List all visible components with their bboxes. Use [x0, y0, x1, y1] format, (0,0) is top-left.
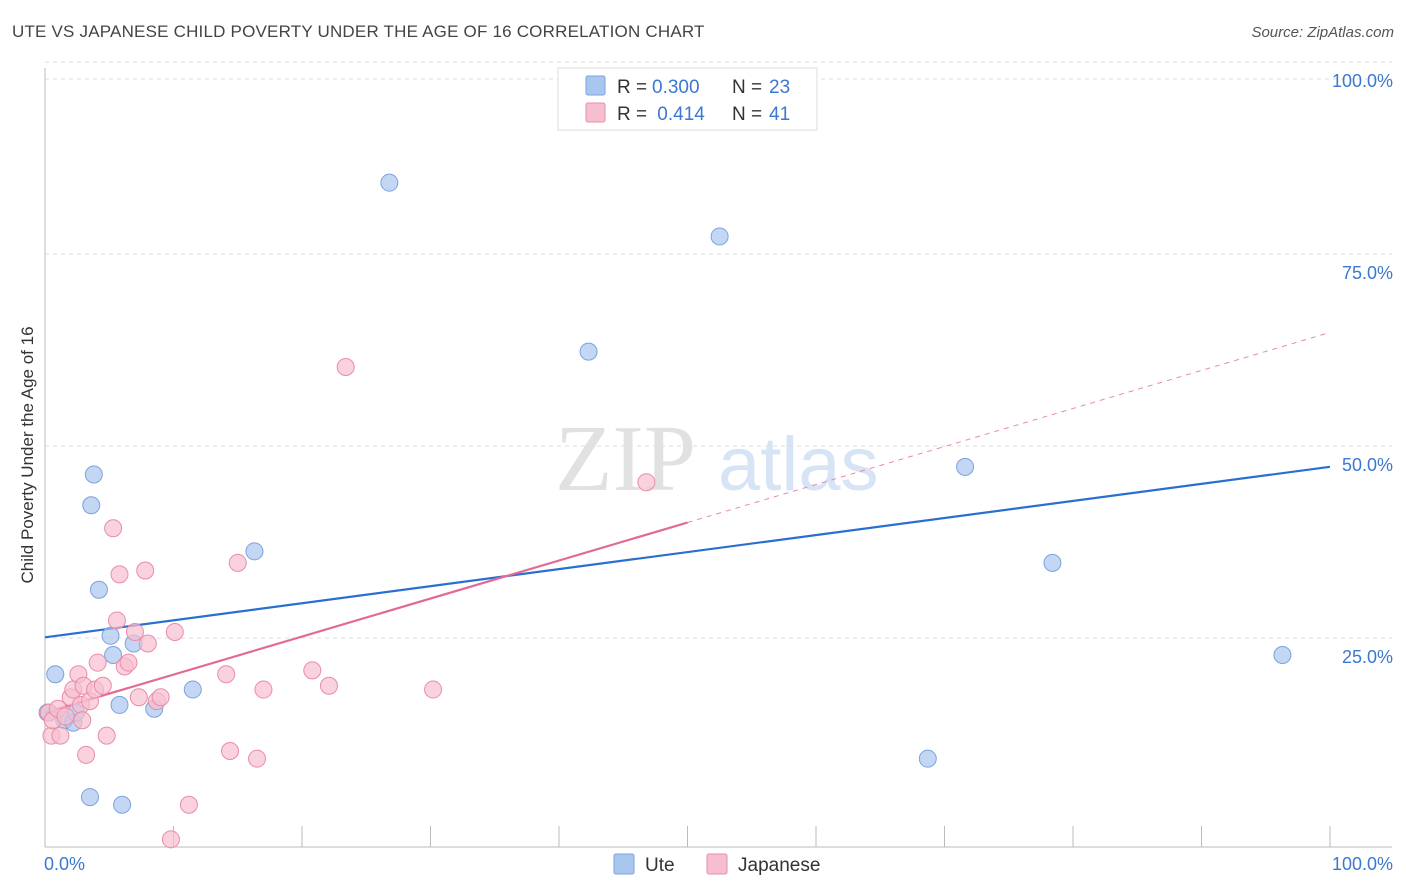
ute-point-9: [101, 626, 120, 645]
japanese-point-18: [104, 519, 123, 538]
legend-swatch-ute: [613, 853, 635, 875]
japanese-point-40: [424, 680, 443, 699]
japanese-stats-swatch: [585, 102, 606, 123]
ute-n-value: 23: [769, 77, 790, 98]
japanese-point-17: [97, 726, 116, 745]
ute-stats-swatch: [585, 75, 606, 96]
japanese-r-label: R =: [617, 104, 647, 125]
y-tick-label-100: 100.0%: [1332, 71, 1393, 91]
ute-point-23: [1273, 646, 1292, 664]
japanese-point-24: [129, 688, 148, 707]
ute-point-19: [710, 227, 729, 246]
japanese-point-35: [248, 749, 267, 768]
japanese-point-16: [93, 676, 112, 695]
japanese-point-22: [119, 653, 138, 672]
japanese-point-12: [77, 745, 96, 764]
japanese-point-32: [217, 665, 236, 684]
japanese-point-29: [161, 830, 180, 849]
ute-point-16: [245, 542, 264, 561]
ute-r-value: 0.300: [652, 77, 700, 98]
y-axis-label: Child Poverty Under the Age of 16: [18, 326, 37, 583]
japanese-point-36: [254, 680, 273, 699]
japanese-point-26: [138, 634, 157, 653]
japanese-point-33: [221, 742, 240, 760]
japanese-point-37: [303, 661, 322, 680]
series-legend: Ute Japanese: [613, 853, 820, 876]
legend-label-ute: Ute: [645, 855, 675, 876]
japanese-point-31: [179, 795, 198, 814]
japanese-point-25: [136, 561, 155, 580]
ute-point-17: [380, 173, 399, 192]
ute-point-10: [104, 646, 123, 664]
ute-point-11: [110, 695, 129, 714]
japanese-point-19: [107, 611, 126, 630]
data-points: [38, 173, 1292, 849]
chart-title: UTE VS JAPANESE CHILD POVERTY UNDER THE …: [12, 22, 705, 41]
japanese-point-34: [228, 553, 247, 572]
trend-lines: [44, 331, 1331, 714]
ute-r-label: R =: [617, 77, 647, 98]
japanese-point-38: [319, 676, 338, 695]
x-tick-label-max: 100.0%: [1332, 854, 1393, 874]
ute-point-5: [80, 788, 99, 807]
source-label: Source: ZipAtlas.com: [1251, 24, 1394, 41]
ute-point-8: [89, 580, 108, 599]
ute-point-7: [84, 465, 103, 484]
japanese-n-label: N =: [732, 104, 762, 125]
tick-labels: 25.0% 50.0% 75.0% 100.0% 0.0% 100.0%: [44, 71, 1393, 874]
y-tick-label-25: 25.0%: [1342, 647, 1393, 667]
japanese-point-20: [110, 565, 129, 584]
japanese-r-value: 0.414: [652, 104, 705, 125]
y-tick-label-50: 50.0%: [1342, 455, 1393, 475]
japanese-point-30: [165, 622, 184, 641]
ute-point-15: [183, 680, 202, 699]
japanese-point-41: [637, 473, 656, 492]
japanese-point-5: [56, 707, 75, 726]
japanese-n-value: 41: [769, 104, 790, 125]
ute-n-label: N =: [732, 77, 762, 98]
stats-legend: R = 0.300 N = 23 R = 0.414 N = 41: [557, 67, 818, 131]
japanese-point-28: [151, 688, 170, 707]
watermark-atlas: atlas: [718, 422, 879, 507]
x-tick-label-min: 0.0%: [44, 854, 85, 874]
ute-trend-line: [44, 465, 1331, 639]
japanese-point-15: [88, 653, 107, 672]
ute-point-21: [956, 457, 975, 476]
watermark: ZIP atlas: [555, 407, 879, 511]
japanese-trend-line-extrapolated: [687, 331, 1331, 523]
ute-point-18: [579, 342, 598, 361]
japanese-point-39: [336, 358, 355, 376]
ute-point-12: [113, 795, 132, 814]
ute-point-20: [918, 749, 937, 768]
ute-point-22: [1043, 553, 1062, 572]
japanese-point-23: [125, 622, 144, 641]
legend-label-japanese: Japanese: [738, 855, 820, 876]
japanese-point-4: [51, 726, 70, 745]
ute-point-1: [46, 665, 65, 684]
japanese-trend-line: [44, 521, 688, 714]
japanese-point-10: [73, 711, 92, 730]
watermark-zip: ZIP: [555, 407, 696, 511]
ute-point-6: [82, 496, 101, 515]
y-tick-label-75: 75.0%: [1342, 263, 1393, 283]
legend-swatch-japanese: [706, 853, 728, 875]
